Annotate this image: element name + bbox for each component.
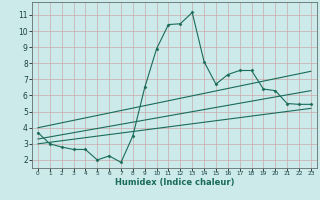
X-axis label: Humidex (Indice chaleur): Humidex (Indice chaleur) bbox=[115, 178, 234, 187]
